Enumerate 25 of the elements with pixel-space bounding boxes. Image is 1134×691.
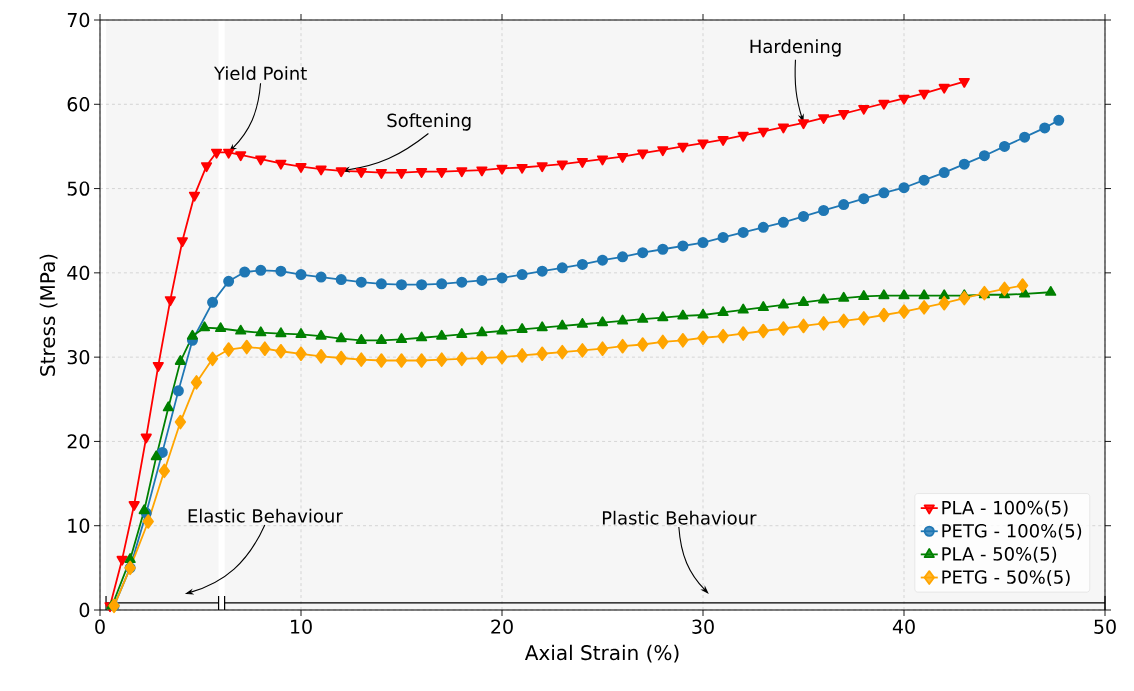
band-label: Plastic Behaviour <box>602 510 757 525</box>
x-tick-label: 40 <box>892 619 915 634</box>
x-tick-label: 50 <box>1094 619 1116 634</box>
legend-label: PETG - 50%(5) <box>942 569 1070 586</box>
y-tick-label: 0 <box>79 602 90 618</box>
y-axis-title: Stress (MPa) <box>39 254 58 376</box>
annotation: Hardening <box>750 39 841 57</box>
annotation: Yield Point <box>213 66 307 81</box>
y-tick-label: 40 <box>67 265 90 281</box>
legend-label: PETG - 100%(5) <box>942 523 1082 540</box>
y-tick-label: 70 <box>67 12 90 28</box>
y-tick-label: 60 <box>67 97 90 112</box>
legend-label: PLA - 50%(5) <box>942 546 1057 563</box>
annotation: Softening <box>387 113 471 131</box>
y-tick-label: 10 <box>68 518 90 533</box>
y-tick-label: 20 <box>67 434 90 449</box>
x-tick-label: 20 <box>491 619 513 634</box>
y-tick-label: 50 <box>67 181 90 196</box>
x-tick-label: 30 <box>692 619 714 634</box>
band-label: Elastic Behaviour <box>188 508 343 523</box>
x-axis-title: Axial Strain (%) <box>524 644 679 663</box>
x-tick-label: 10 <box>291 619 312 634</box>
y-tick-label: 30 <box>67 349 90 365</box>
x-tick-label: 0 <box>95 619 105 634</box>
legend-label: PLA - 100%(5) <box>942 500 1068 517</box>
